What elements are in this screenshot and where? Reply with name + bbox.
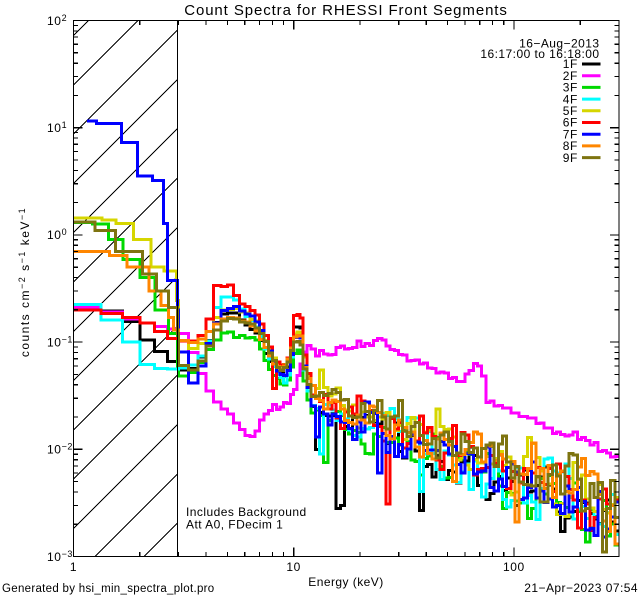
svg-text:9F: 9F xyxy=(563,151,578,165)
svg-text:3F: 3F xyxy=(563,81,578,95)
svg-text:1: 1 xyxy=(70,560,77,574)
svg-text:Att A0, FDecim 1: Att A0, FDecim 1 xyxy=(186,518,283,532)
svg-text:5F: 5F xyxy=(563,104,578,118)
svg-text:7F: 7F xyxy=(563,127,578,141)
svg-text:10: 10 xyxy=(286,560,301,574)
svg-text:100: 100 xyxy=(503,560,525,574)
svg-text:1F: 1F xyxy=(563,57,578,71)
svg-text:6F: 6F xyxy=(563,116,578,130)
svg-text:counts cm−2 s−1 keV−1: counts cm−2 s−1 keV−1 xyxy=(17,207,32,357)
svg-text:16:17:00 to 16:18:00: 16:17:00 to 16:18:00 xyxy=(480,47,599,61)
svg-text:Includes Background: Includes Background xyxy=(186,505,307,519)
svg-text:21−Apr−2023 07:54: 21−Apr−2023 07:54 xyxy=(524,581,638,595)
svg-text:16−Aug−2013: 16−Aug−2013 xyxy=(519,37,599,51)
svg-text:Energy (keV): Energy (keV) xyxy=(308,575,383,589)
svg-text:Count Spectra for RHESSI Front: Count Spectra for RHESSI Front Segments xyxy=(184,2,508,19)
svg-text:8F: 8F xyxy=(563,139,578,153)
svg-text:2F: 2F xyxy=(563,69,578,83)
svg-text:Generated by hsi_min_spectra_p: Generated by hsi_min_spectra_plot.pro xyxy=(2,583,214,595)
svg-text:4F: 4F xyxy=(563,92,578,106)
